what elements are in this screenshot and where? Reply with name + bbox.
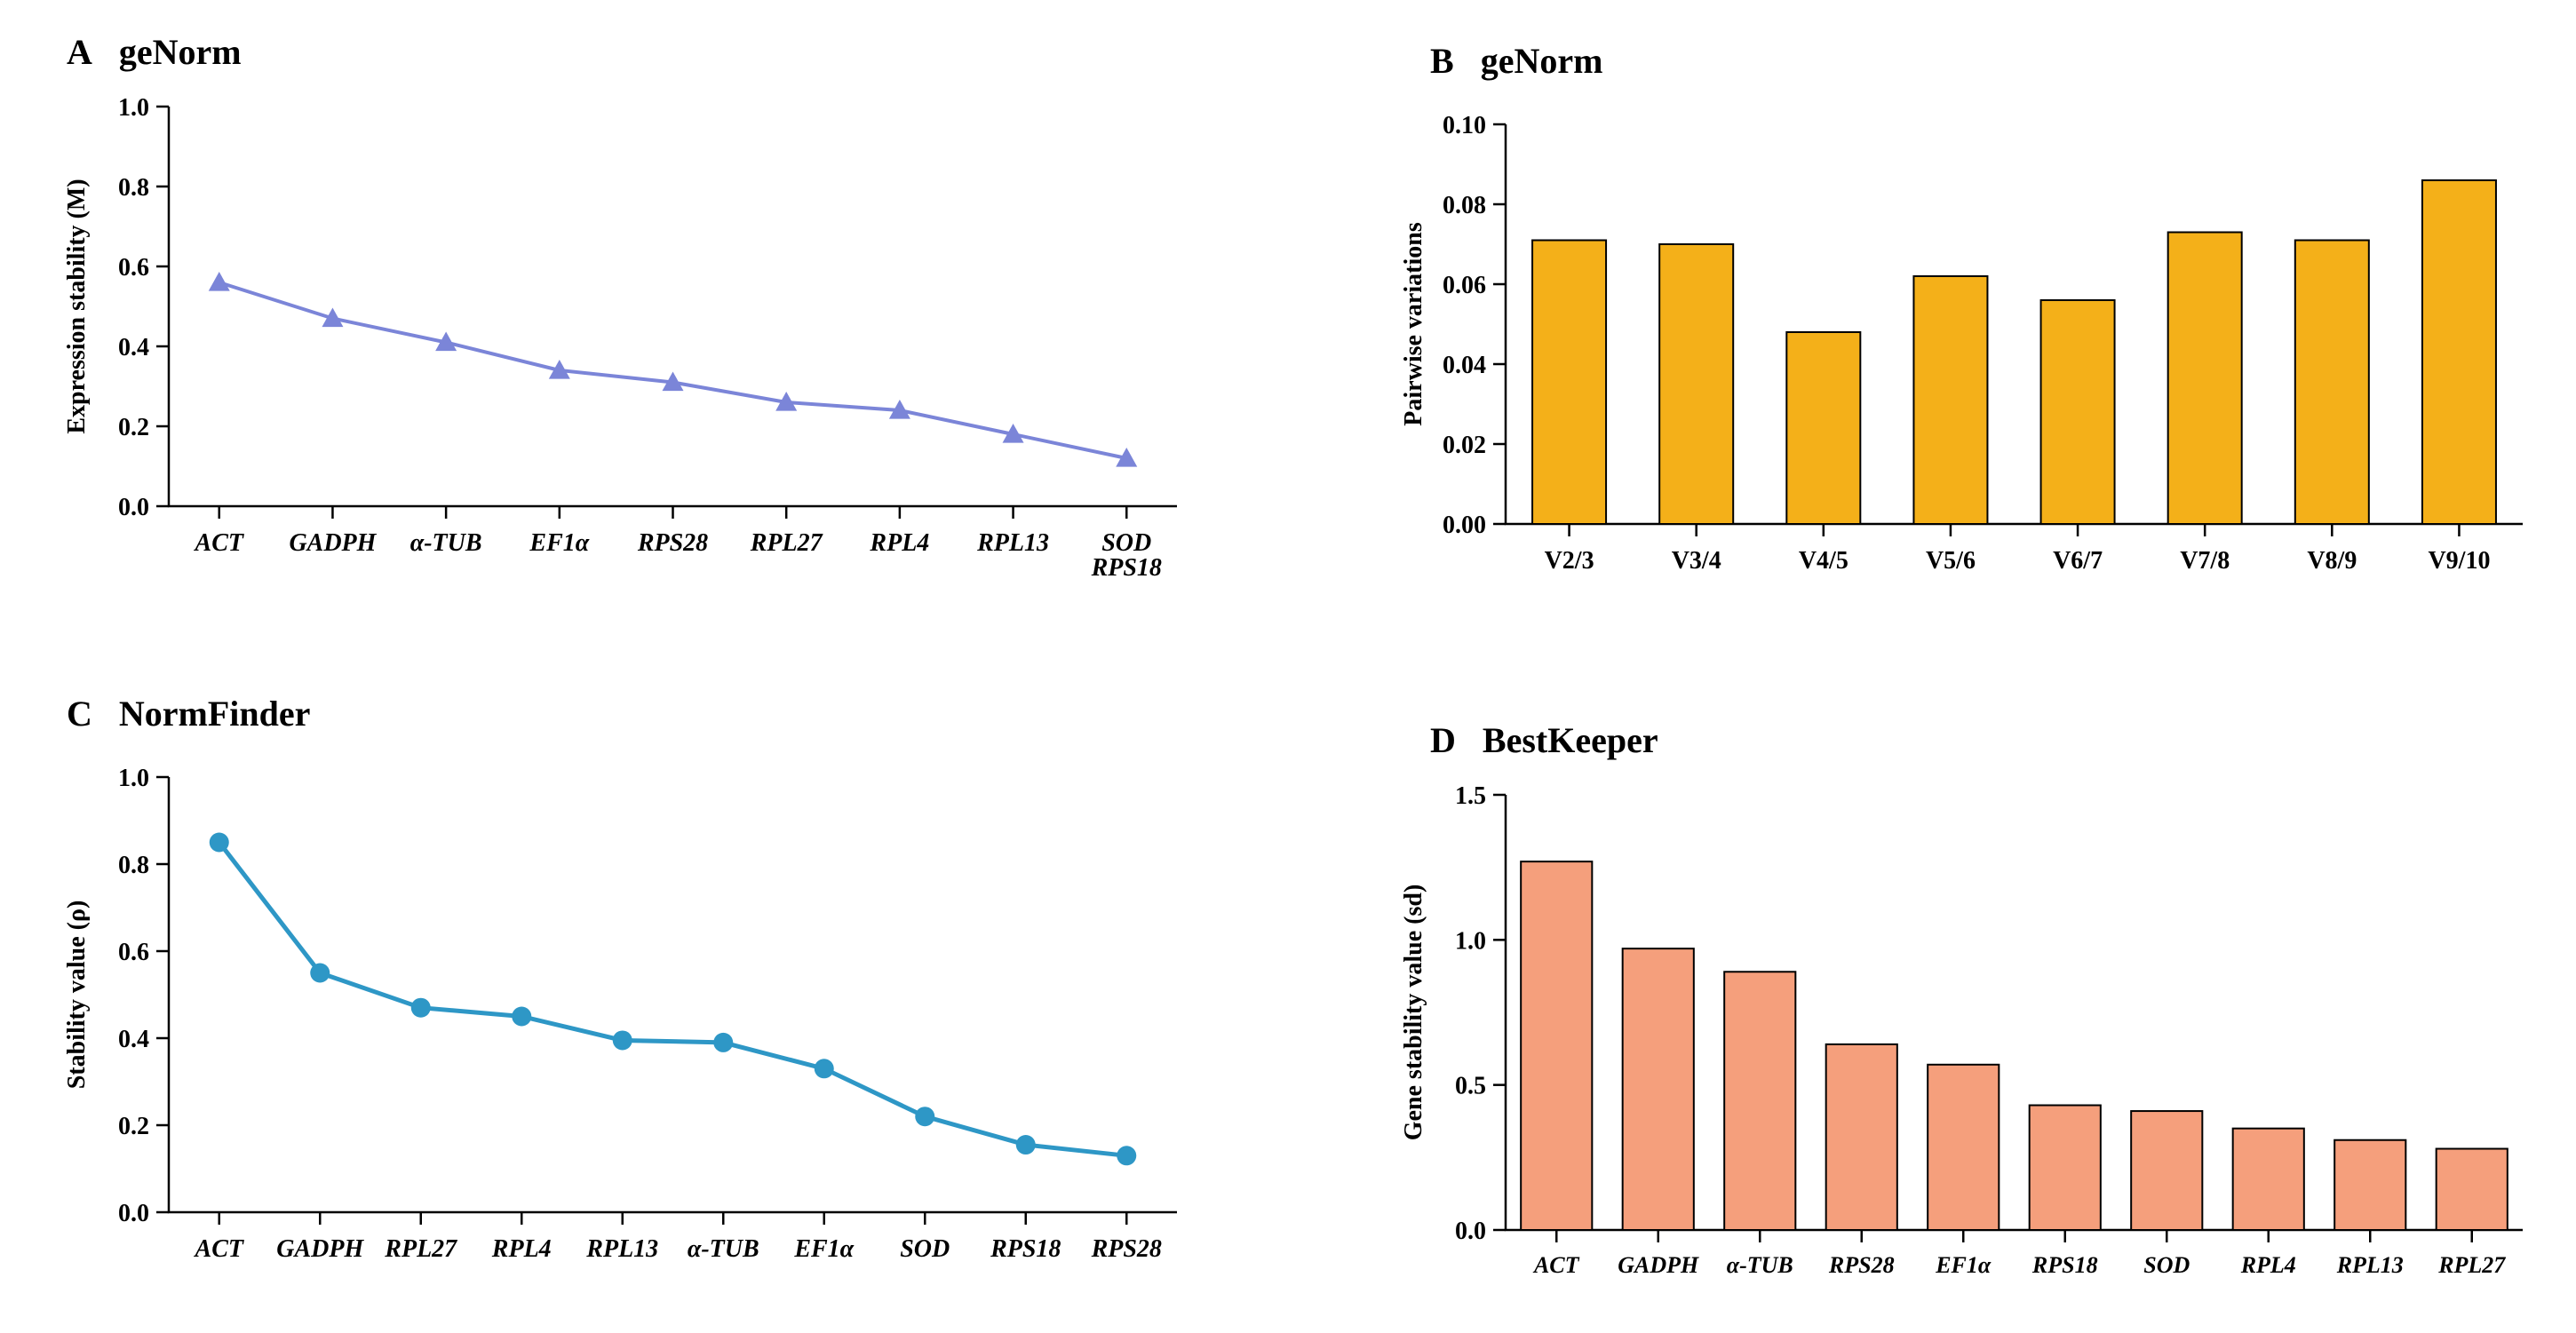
svg-text:RPL13: RPL13 bbox=[585, 1235, 658, 1263]
svg-text:0.0: 0.0 bbox=[1455, 1218, 1486, 1245]
panel-c-title: C NormFinder bbox=[67, 693, 310, 734]
svg-text:V7/8: V7/8 bbox=[2180, 547, 2230, 575]
svg-text:V5/6: V5/6 bbox=[1926, 547, 1976, 575]
panel-a-title-text: geNorm bbox=[119, 32, 242, 72]
svg-text:V2/3: V2/3 bbox=[1545, 547, 1594, 575]
panel-d: D BestKeeper 0.0 0.5 1.0 1.5 Gene stability … bbox=[1350, 675, 2558, 1323]
svg-text:0.6: 0.6 bbox=[118, 939, 149, 966]
svg-text:RPS28: RPS28 bbox=[1091, 1235, 1162, 1263]
svg-text:α-TUB: α-TUB bbox=[1727, 1252, 1793, 1278]
svg-text:ACT: ACT bbox=[194, 529, 245, 557]
svg-text:α-TUB: α-TUB bbox=[410, 529, 482, 557]
panel-d-chart: 0.0 0.5 1.0 1.5 Gene stability value (sd) ACT… bbox=[1350, 675, 2558, 1323]
figure-root: A geNorm 0.0 0.2 0.4 0.6 0.8 1.0 Expression st… bbox=[0, 0, 2576, 1333]
svg-text:1.0: 1.0 bbox=[118, 94, 149, 122]
svg-text:RPL13: RPL13 bbox=[976, 529, 1049, 557]
svg-text:0.5: 0.5 bbox=[1455, 1073, 1486, 1100]
svg-text:0.6: 0.6 bbox=[118, 254, 149, 282]
svg-text:EF1α: EF1α bbox=[529, 529, 589, 557]
panel-b-chart: 0.00 0.02 0.04 0.06 0.08 0.10 Pairwise variati… bbox=[1350, 13, 2558, 653]
svg-text:V9/10: V9/10 bbox=[2428, 547, 2490, 575]
panel-d-title-text: BestKeeper bbox=[1483, 720, 1658, 760]
svg-text:RPL4: RPL4 bbox=[869, 529, 929, 557]
svg-text:RPL4: RPL4 bbox=[491, 1235, 552, 1263]
svg-text:Stability value (ρ): Stability value (ρ) bbox=[63, 901, 91, 1090]
svg-text:RPS18: RPS18 bbox=[2031, 1252, 2098, 1278]
panel-b-letter: B bbox=[1430, 41, 1454, 81]
svg-text:0.08: 0.08 bbox=[1443, 192, 1486, 219]
svg-text:SOD: SOD bbox=[1101, 529, 1151, 557]
panel-d-letter: D bbox=[1430, 720, 1456, 760]
svg-text:0.00: 0.00 bbox=[1443, 512, 1486, 539]
svg-text:1.5: 1.5 bbox=[1455, 782, 1486, 810]
svg-text:0.02: 0.02 bbox=[1443, 432, 1486, 459]
svg-text:RPS18: RPS18 bbox=[1091, 554, 1162, 582]
svg-text:GADPH: GADPH bbox=[276, 1235, 364, 1263]
svg-text:RPL13: RPL13 bbox=[2336, 1252, 2404, 1278]
svg-text:V3/4: V3/4 bbox=[1672, 547, 1721, 575]
panel-b-title: B geNorm bbox=[1430, 40, 1602, 82]
svg-text:0.0: 0.0 bbox=[118, 1200, 149, 1227]
svg-text:0.06: 0.06 bbox=[1443, 272, 1486, 299]
svg-text:V4/5: V4/5 bbox=[1799, 547, 1849, 575]
svg-text:0.0: 0.0 bbox=[118, 494, 149, 521]
svg-text:GADPH: GADPH bbox=[1618, 1252, 1699, 1278]
panel-b: B geNorm 0.00 0.02 0.04 0.06 0.08 0.10 Pairwis… bbox=[1350, 13, 2558, 653]
svg-text:ACT: ACT bbox=[194, 1235, 245, 1263]
svg-text:RPS28: RPS28 bbox=[637, 529, 708, 557]
panel-d-title: D BestKeeper bbox=[1430, 719, 1658, 761]
svg-text:V8/9: V8/9 bbox=[2307, 547, 2357, 575]
svg-text:GADPH: GADPH bbox=[289, 529, 377, 557]
svg-text:RPS28: RPS28 bbox=[1828, 1252, 1895, 1278]
panel-b-title-text: geNorm bbox=[1481, 41, 1603, 81]
svg-text:RPL27: RPL27 bbox=[384, 1235, 457, 1263]
panel-a-letter: A bbox=[67, 32, 92, 72]
svg-text:0.8: 0.8 bbox=[118, 852, 149, 879]
panel-c-title-text: NormFinder bbox=[119, 694, 311, 734]
svg-text:0.4: 0.4 bbox=[118, 1026, 149, 1053]
svg-text:0.04: 0.04 bbox=[1443, 352, 1486, 379]
svg-text:0.4: 0.4 bbox=[118, 334, 149, 361]
panel-a: A geNorm 0.0 0.2 0.4 0.6 0.8 1.0 Expression st… bbox=[31, 13, 1212, 653]
svg-text:RPL27: RPL27 bbox=[750, 529, 823, 557]
svg-text:Gene stability value (sd): Gene stability value (sd) bbox=[1400, 885, 1427, 1141]
panel-c-chart: 0.0 0.2 0.4 0.6 0.8 1.0 Stability value (ρ) ACT… bbox=[31, 675, 1212, 1323]
svg-text:1.0: 1.0 bbox=[118, 765, 149, 792]
svg-text:Pairwise variations: Pairwise variations bbox=[1400, 222, 1427, 426]
svg-text:SOD: SOD bbox=[2143, 1252, 2190, 1278]
svg-text:0.8: 0.8 bbox=[118, 174, 149, 202]
svg-text:1.0: 1.0 bbox=[1455, 927, 1486, 955]
panel-c-letter: C bbox=[67, 694, 92, 734]
svg-text:EF1α: EF1α bbox=[1935, 1252, 1992, 1278]
panel-a-title: A geNorm bbox=[67, 31, 242, 73]
svg-text:SOD: SOD bbox=[900, 1235, 950, 1263]
svg-text:ACT: ACT bbox=[1532, 1252, 1580, 1278]
svg-text:RPL4: RPL4 bbox=[2240, 1252, 2296, 1278]
svg-text:0.2: 0.2 bbox=[118, 1113, 149, 1140]
svg-text:α-TUB: α-TUB bbox=[688, 1235, 759, 1263]
svg-text:EF1α: EF1α bbox=[793, 1235, 854, 1263]
panel-a-chart: 0.0 0.2 0.4 0.6 0.8 1.0 Expression stability (… bbox=[31, 13, 1212, 653]
svg-text:V6/7: V6/7 bbox=[2053, 547, 2103, 575]
svg-text:RPS18: RPS18 bbox=[990, 1235, 1061, 1263]
svg-text:Expression stability (M): Expression stability (M) bbox=[63, 179, 91, 433]
svg-text:RPL27: RPL27 bbox=[2437, 1252, 2506, 1278]
svg-text:0.2: 0.2 bbox=[118, 414, 149, 441]
panel-c: C NormFinder 0.0 0.2 0.4 0.6 0.8 1.0 Stability… bbox=[31, 675, 1212, 1323]
svg-text:0.10: 0.10 bbox=[1443, 112, 1486, 139]
